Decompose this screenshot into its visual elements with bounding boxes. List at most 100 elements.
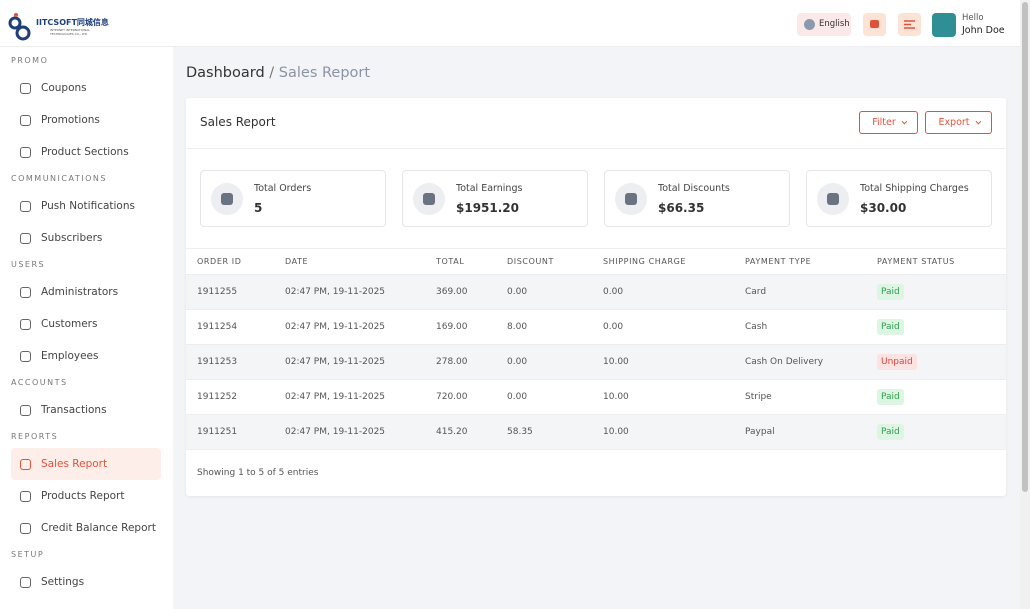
sidebar-item[interactable]: Coupons <box>11 72 161 104</box>
table-cell: Stripe <box>745 392 772 402</box>
sidebar-label: Administrators <box>41 286 119 298</box>
breadcrumb-separator: / <box>269 65 275 81</box>
avatar[interactable] <box>932 13 956 37</box>
scrollbar <box>1020 0 1030 609</box>
globe-icon <box>804 19 815 30</box>
sidebar-item[interactable]: Administrators <box>11 276 161 308</box>
table-cell: 02:47 PM, 19-11-2025 <box>285 427 386 437</box>
table-cell: Paypal <box>745 427 775 437</box>
stat-label: Total Earnings <box>456 183 523 194</box>
sidebar-item[interactable]: Settings <box>11 566 161 598</box>
stat-box: Total Earnings $1951.20 <box>402 170 588 227</box>
logo-tagline: INTERNET INTERNATIONAL TECHNOLOGIES CO.,… <box>50 28 90 36</box>
table-cell: Card <box>745 287 767 297</box>
button-label: Export <box>938 117 970 128</box>
status-badge: Unpaid <box>877 354 917 370</box>
sidebar-icon <box>20 522 31 534</box>
card-button[interactable]: Filter <box>859 111 918 134</box>
table-row <box>186 380 1006 415</box>
table-cell: 02:47 PM, 19-11-2025 <box>285 287 386 297</box>
table-cell: Cash On Delivery <box>745 357 824 367</box>
table-cell: 169.00 <box>436 322 468 332</box>
top-bar: IITCSOFT同城信息 INTERNET INTERNATIONAL TECH… <box>0 0 1020 47</box>
table-cell: 369.00 <box>436 287 468 297</box>
sidebar-item[interactable]: Transactions <box>11 394 161 426</box>
column-header: PAYMENT TYPE <box>745 257 812 266</box>
stat-box: Total Discounts $66.35 <box>604 170 790 227</box>
chat-button[interactable] <box>863 13 886 36</box>
breadcrumb-parent[interactable]: Dashboard <box>186 65 265 81</box>
column-header: SHIPPING CHARGE <box>603 257 687 266</box>
sidebar-label: Customers <box>41 318 98 330</box>
table-cell: 02:47 PM, 19-11-2025 <box>285 357 386 367</box>
report-card: Sales Report Filter Export Total Orders 5 To… <box>186 98 1006 496</box>
column-header: DISCOUNT <box>507 257 555 266</box>
status-badge: Paid <box>877 424 904 440</box>
stat-label: Total Orders <box>254 183 312 194</box>
sidebar-label: Sales Report <box>41 458 108 470</box>
language-label: English <box>819 19 850 29</box>
sidebar-icon <box>20 82 31 94</box>
sidebar-label: Products Report <box>41 490 125 502</box>
sidebar-item[interactable]: Customers <box>11 308 161 340</box>
column-header: ORDER ID <box>197 257 242 266</box>
table-cell: 720.00 <box>436 392 468 402</box>
sidebar-icon <box>20 232 31 244</box>
table-footer: Showing 1 to 5 of 5 entries <box>197 468 319 478</box>
sidebar-item[interactable]: Credit Balance Report <box>11 512 161 544</box>
sidebar-item[interactable]: Product Sections <box>11 136 161 168</box>
stat-box: Total Orders 5 <box>200 170 386 227</box>
sidebar-item[interactable]: Push Notifications <box>11 190 161 222</box>
sidebar-section: ACCOUNTS <box>11 378 68 387</box>
sidebar-section: PROMO <box>11 56 49 65</box>
stat-icon <box>211 183 243 215</box>
language-button[interactable]: English <box>797 13 851 36</box>
sidebar-item[interactable]: Employees <box>11 340 161 372</box>
stat-glyph <box>423 193 435 205</box>
sidebar-label: Push Notifications <box>41 200 135 212</box>
stat-box: Total Shipping Charges $30.00 <box>806 170 992 227</box>
sidebar-item[interactable]: Promotions <box>11 104 161 136</box>
caret <box>901 118 908 124</box>
sidebar-icon <box>20 490 31 502</box>
table-row <box>186 415 1006 450</box>
logo-mark <box>8 13 31 41</box>
sidebar-icon <box>20 576 31 588</box>
table-row <box>186 345 1006 380</box>
sidebar-icon <box>20 200 31 212</box>
table-cell: 1911251 <box>197 427 238 437</box>
table-cell: 0.00 <box>603 287 624 297</box>
table-cell: 1911254 <box>197 322 238 332</box>
sidebar-section: REPORTS <box>11 432 59 441</box>
stat-glyph <box>827 193 839 205</box>
stat-label: Total Discounts <box>658 183 730 194</box>
sidebar-icon <box>20 146 31 158</box>
menu-icon <box>904 20 915 29</box>
stat-glyph <box>625 193 637 205</box>
table-cell: 02:47 PM, 19-11-2025 <box>285 322 386 332</box>
sidebar-section: COMMUNICATIONS <box>11 174 107 183</box>
stat-value: $1951.20 <box>456 201 520 215</box>
breadcrumb-current: Sales Report <box>278 65 371 81</box>
card-title: Sales Report <box>200 115 276 129</box>
menu-button[interactable] <box>898 13 921 36</box>
sidebar-item[interactable]: Subscribers <box>11 222 161 254</box>
sidebar-section: SETUP <box>11 550 45 559</box>
button-label: Filter <box>872 117 896 128</box>
table-cell: 10.00 <box>603 392 629 402</box>
scroll-thumb[interactable] <box>1022 2 1028 492</box>
logo-name: IITCSOFT同城信息 <box>36 18 109 27</box>
chat-icon <box>870 20 879 28</box>
sidebar-label: Product Sections <box>41 146 129 158</box>
stat-glyph <box>221 193 233 205</box>
table-cell: 58.35 <box>507 427 533 437</box>
sidebar-icon <box>20 114 31 126</box>
stat-value: 5 <box>254 201 263 215</box>
card-button[interactable]: Export <box>925 111 992 134</box>
column-header: DATE <box>285 257 309 266</box>
table-cell: 1911253 <box>197 357 238 367</box>
sidebar-item[interactable]: Sales Report <box>11 448 161 480</box>
sidebar-item[interactable]: Products Report <box>11 480 161 512</box>
stat-value: $30.00 <box>860 201 907 215</box>
table-row <box>186 310 1006 345</box>
